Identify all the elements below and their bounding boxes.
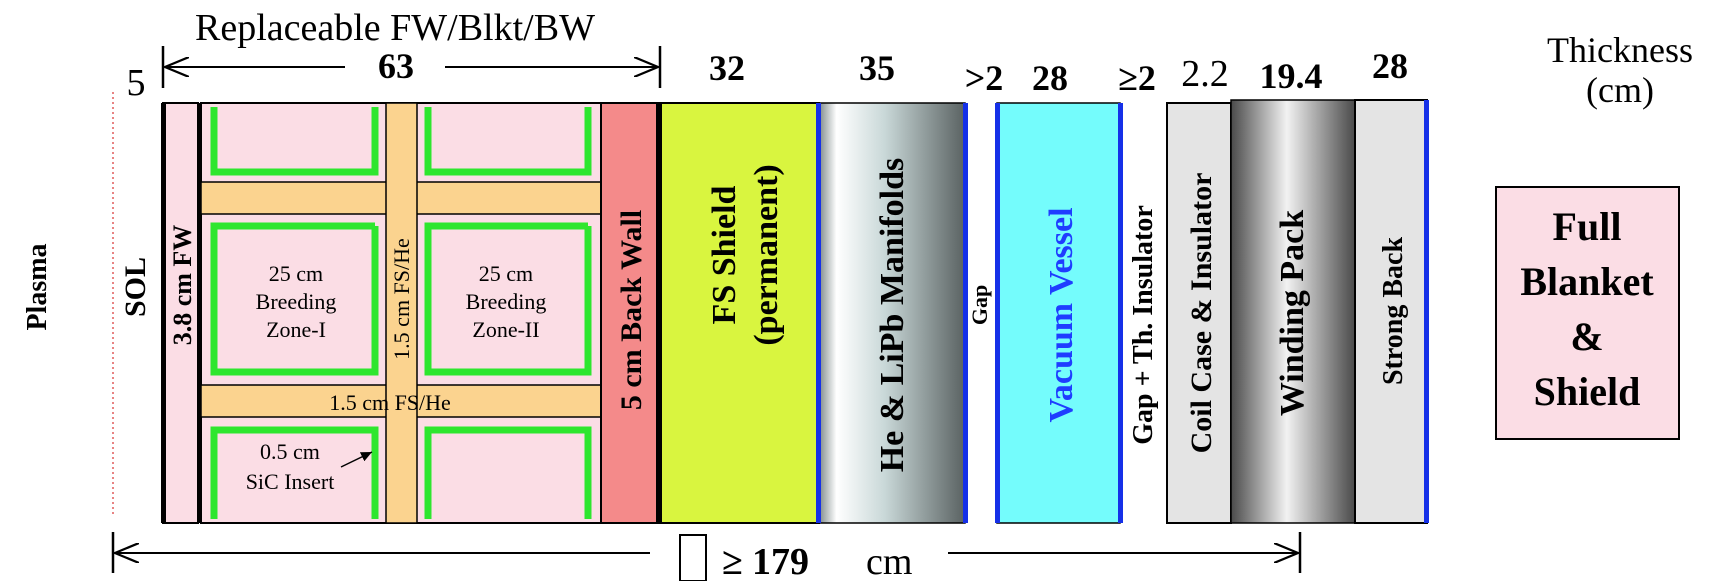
thickness-sol: 5 bbox=[127, 62, 146, 104]
first-wall-label: 3.8 cm FW bbox=[168, 225, 197, 346]
thickness-replaceable: 63 bbox=[378, 46, 414, 86]
horizontal-rib-label: 1.5 cm FS/He bbox=[329, 390, 451, 415]
sic-insert-pointer bbox=[340, 451, 373, 468]
winding-pack-label: Winding Pack bbox=[1274, 210, 1311, 416]
zone-1-thickness: 25 cm bbox=[269, 261, 323, 286]
rib-crossing-upper bbox=[387, 183, 416, 213]
total-symbol: ≥ bbox=[722, 541, 743, 581]
thickness-manifolds: 35 bbox=[859, 48, 895, 88]
thickness-strong-back: 28 bbox=[1372, 46, 1408, 86]
vacuum-vessel-left-edge bbox=[995, 103, 1000, 523]
strong-back bbox=[1354, 99, 1428, 524]
sic-insert-bottom-left bbox=[210, 426, 379, 519]
coil-case-label: Coil Case & Insulator bbox=[1185, 173, 1218, 454]
sic-inserts bbox=[210, 107, 592, 519]
sic-insert-thickness: 0.5 cm bbox=[260, 439, 320, 464]
vacuum-vessel-right-edge bbox=[1118, 103, 1123, 523]
vacuum-vessel bbox=[996, 102, 1121, 524]
thickness-winding-pack: 19.4 bbox=[1260, 56, 1323, 96]
legend-line-3: & bbox=[1570, 314, 1603, 359]
first-wall-plasma-face bbox=[161, 103, 166, 523]
thickness-gap-insulator: ≥2 bbox=[1118, 58, 1156, 98]
sic-insert-top-right bbox=[424, 107, 592, 176]
thickness-label: Thickness bbox=[1547, 30, 1693, 70]
manifolds-right-edge bbox=[963, 103, 968, 523]
back-wall-label: 5 cm Back Wall bbox=[615, 210, 648, 410]
total-unit: cm bbox=[866, 541, 912, 581]
strong-back-label: Strong Back bbox=[1378, 237, 1409, 385]
sic-insert-zone-2 bbox=[424, 222, 592, 376]
back-wall bbox=[600, 102, 661, 524]
replaceable-label: Replaceable FW/Blkt/BW bbox=[195, 7, 595, 49]
thickness-gap: >2 bbox=[965, 58, 1004, 98]
thickness-unit-label: (cm) bbox=[1586, 70, 1654, 110]
legend-line-1: Full bbox=[1553, 204, 1622, 249]
zone-2-breeding: Breeding bbox=[466, 289, 547, 314]
sic-insert-label: SiC Insert bbox=[246, 469, 335, 494]
thickness-vacuum-vessel: 28 bbox=[1032, 58, 1068, 98]
sic-insert-bottom-right bbox=[424, 426, 592, 519]
manifolds-label: He & LiPb Manifolds bbox=[874, 158, 911, 473]
legend-line-4: Shield bbox=[1534, 369, 1641, 414]
sic-insert-top-left bbox=[210, 107, 379, 176]
legend-line-2: Blanket bbox=[1520, 259, 1654, 304]
sol-label: SOL bbox=[119, 257, 152, 317]
zone-1-breeding: Breeding bbox=[256, 289, 337, 314]
plasma-label: Plasma bbox=[22, 243, 53, 330]
first-wall bbox=[162, 102, 199, 524]
vertical-rib bbox=[385, 102, 418, 524]
back-wall-edge bbox=[656, 103, 661, 523]
sic-insert-zone-1 bbox=[210, 222, 379, 376]
vacuum-vessel-label: Vacuum Vessel bbox=[1043, 207, 1080, 422]
winding-pack bbox=[1230, 99, 1356, 524]
fs-shield-note: (permanent) bbox=[748, 164, 785, 345]
zone-2-thickness: 25 cm bbox=[479, 261, 533, 286]
thickness-coil-case: 2.2 bbox=[1181, 53, 1229, 95]
total-symbol-box bbox=[679, 534, 707, 581]
gap-label: Gap bbox=[967, 285, 992, 325]
coil-case bbox=[1166, 102, 1232, 524]
strong-back-edge bbox=[1424, 100, 1429, 523]
fs-shield-label: FS Shield bbox=[706, 185, 743, 324]
thickness-fs-shield: 32 bbox=[709, 48, 745, 88]
first-wall-back-face bbox=[197, 103, 202, 523]
legend-box bbox=[1495, 186, 1680, 440]
gap-insulator-label: Gap + Th. Insulator bbox=[1128, 205, 1159, 445]
rib-crossing-lower bbox=[387, 386, 416, 416]
zone-2-name: Zone-II bbox=[472, 317, 539, 342]
manifolds bbox=[818, 102, 966, 524]
manifolds-left-edge bbox=[816, 103, 821, 523]
vertical-rib-label: 1.5 cm FS/He bbox=[389, 238, 414, 360]
total-value: 179 bbox=[752, 541, 809, 581]
zone-1-name: Zone-I bbox=[266, 317, 326, 342]
